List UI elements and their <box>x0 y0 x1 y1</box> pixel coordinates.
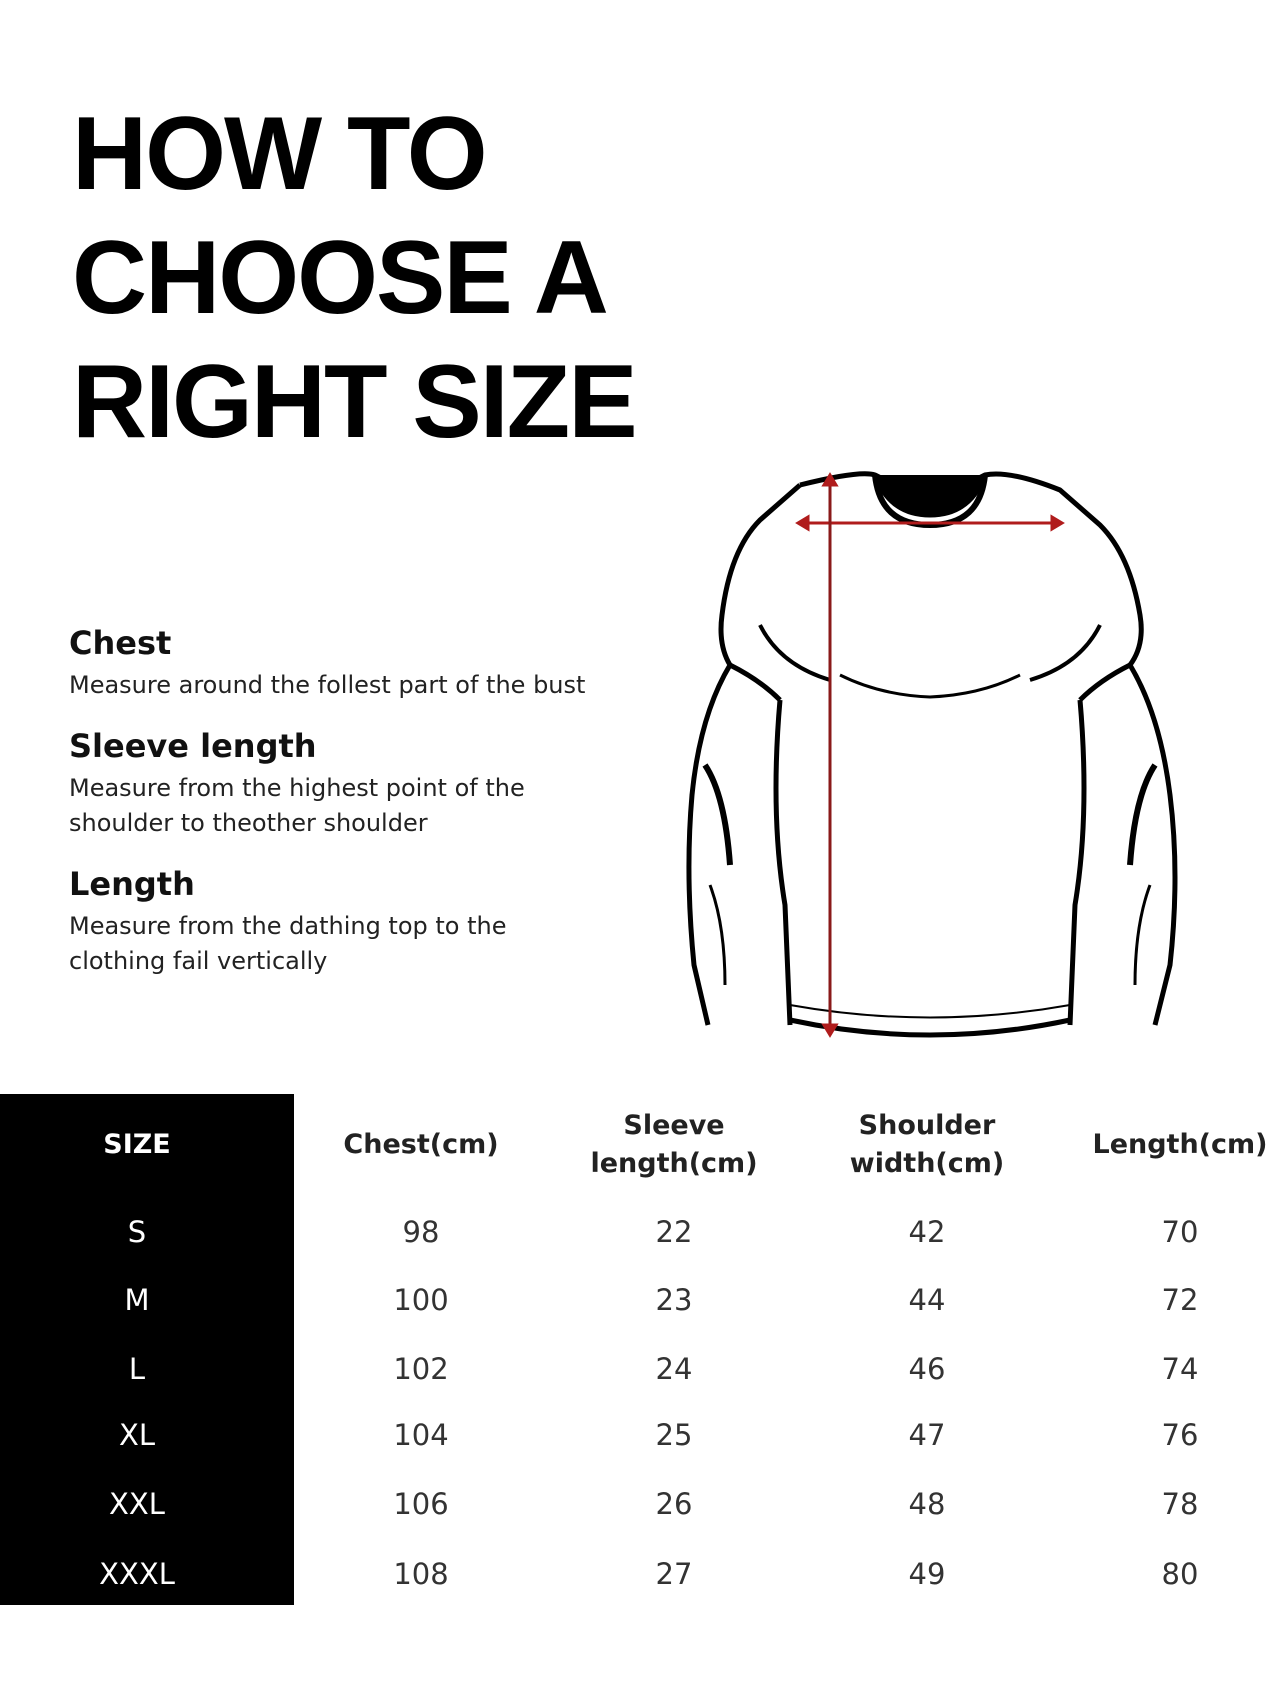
guide-description: Measure around the follest part of the b… <box>69 671 586 699</box>
table-cell: 22 <box>655 1215 693 1249</box>
table-cell: 78 <box>1161 1487 1199 1521</box>
page-title: HOW TO CHOOSE A RIGHT SIZE <box>72 92 638 464</box>
guide-heading: Sleeve length <box>69 727 317 765</box>
table-cell: 47 <box>908 1418 946 1452</box>
size-column-background <box>0 1094 294 1605</box>
table-cell: 76 <box>1161 1418 1199 1452</box>
title-line: RIGHT SIZE <box>72 344 638 460</box>
measurement-guide: Chest Measure around the follest part of… <box>69 622 629 1001</box>
guide-sleeve-length: Sleeve length Measure from the highest p… <box>69 725 629 841</box>
guide-chest: Chest Measure around the follest part of… <box>69 622 629 703</box>
table-cell: 70 <box>1161 1215 1199 1249</box>
table-cell: 44 <box>908 1283 946 1317</box>
table-cell: 98 <box>402 1215 440 1249</box>
column-header: Chest(cm) <box>343 1126 498 1164</box>
size-label: M <box>124 1283 150 1317</box>
size-label: XL <box>118 1418 156 1452</box>
column-header-line: length(cm) <box>590 1148 758 1179</box>
column-header-line: Shoulder <box>858 1110 996 1141</box>
column-header-line: Sleeve <box>623 1110 725 1141</box>
table-cell: 46 <box>908 1352 946 1386</box>
guide-description: Measure from the highest point of the sh… <box>69 774 525 837</box>
guide-length: Length Measure from the dathing top to t… <box>69 863 629 979</box>
size-label: S <box>127 1215 147 1249</box>
table-cell: 106 <box>393 1487 449 1521</box>
guide-heading: Length <box>69 865 195 903</box>
table-cell: 24 <box>655 1352 693 1386</box>
size-label: XXL <box>109 1487 165 1521</box>
guide-heading: Chest <box>69 624 172 662</box>
column-header-line: Length(cm) <box>1092 1129 1268 1160</box>
column-header-line: width(cm) <box>849 1148 1005 1179</box>
table-cell: 108 <box>393 1557 449 1591</box>
table-cell: 100 <box>393 1283 449 1317</box>
column-header: SIZE <box>103 1126 171 1164</box>
shirt-illustration-icon <box>686 471 1178 1038</box>
table-cell: 80 <box>1161 1557 1199 1591</box>
table-cell: 48 <box>908 1487 946 1521</box>
column-header: Sleeve length(cm) <box>590 1107 757 1183</box>
table-cell: 25 <box>655 1418 693 1452</box>
column-header-line: SIZE <box>103 1129 171 1160</box>
table-cell: 74 <box>1161 1352 1199 1386</box>
table-cell: 42 <box>908 1215 946 1249</box>
column-header: Shoulder width(cm) <box>850 1107 1004 1183</box>
size-label: L <box>128 1352 146 1386</box>
size-label: XXXL <box>99 1557 175 1591</box>
table-cell: 104 <box>393 1418 449 1452</box>
table-cell: 49 <box>908 1557 946 1591</box>
table-cell: 102 <box>393 1352 449 1386</box>
table-cell: 26 <box>655 1487 693 1521</box>
table-cell: 27 <box>655 1557 693 1591</box>
guide-description: Measure from the dathing top to the clot… <box>69 912 507 975</box>
title-line: HOW TO <box>72 96 488 212</box>
column-header-line: Chest(cm) <box>343 1129 499 1160</box>
title-line: CHOOSE A <box>72 220 609 336</box>
table-cell: 72 <box>1161 1283 1199 1317</box>
column-header: Length(cm) <box>1092 1126 1267 1164</box>
table-cell: 23 <box>655 1283 693 1317</box>
